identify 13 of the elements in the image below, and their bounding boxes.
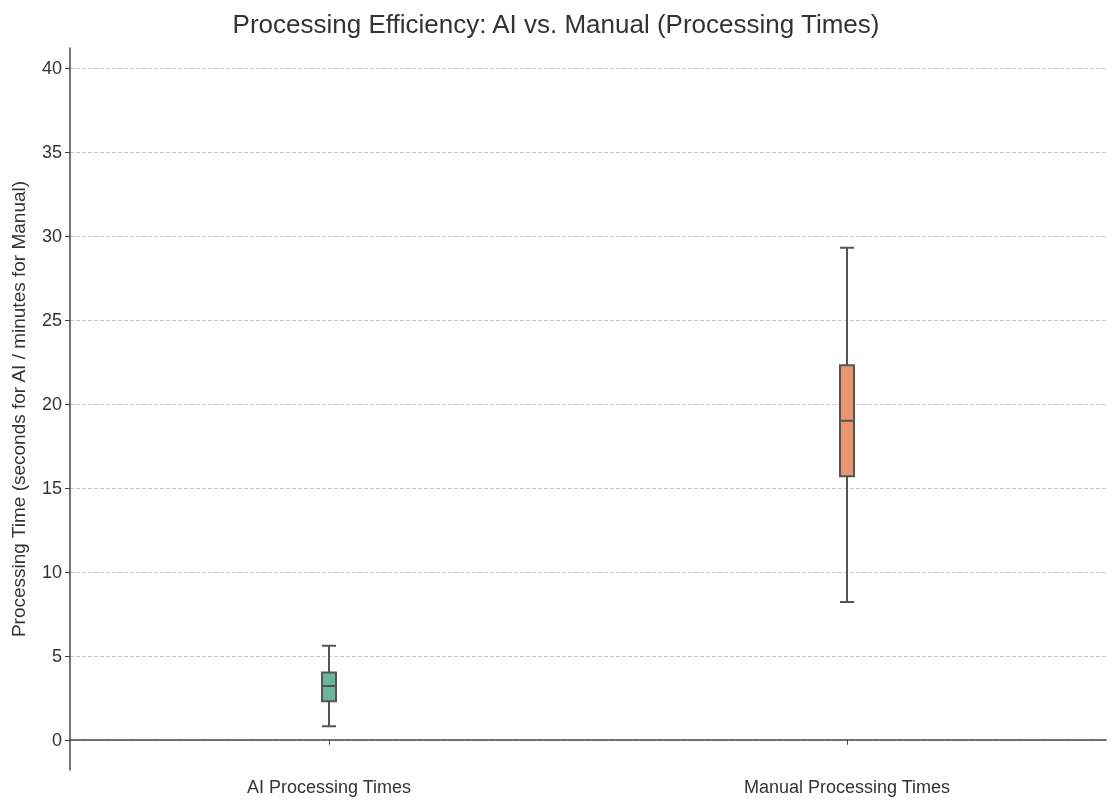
x-tick-label: Manual Processing Times xyxy=(743,777,951,797)
y-tick-label: 15 xyxy=(41,477,62,498)
y-tick-label: 35 xyxy=(41,142,62,163)
x-tick-label: AI Processing Times xyxy=(246,777,412,797)
y-tick-label: 20 xyxy=(41,393,62,414)
y-axis-title: Processing Time (seconds for AI / minutes for Manual) xyxy=(8,180,29,638)
y-tick-label: 40 xyxy=(41,58,62,79)
chart-title: Processing Efficiency: AI vs. Manual (Processing Times) xyxy=(232,9,880,39)
y-tick-label: 30 xyxy=(41,226,62,247)
y-tick-label: 5 xyxy=(51,645,62,666)
y-tick-label: 0 xyxy=(51,729,62,750)
y-tick-label: 10 xyxy=(41,561,62,582)
y-tick-label: 25 xyxy=(41,310,62,331)
